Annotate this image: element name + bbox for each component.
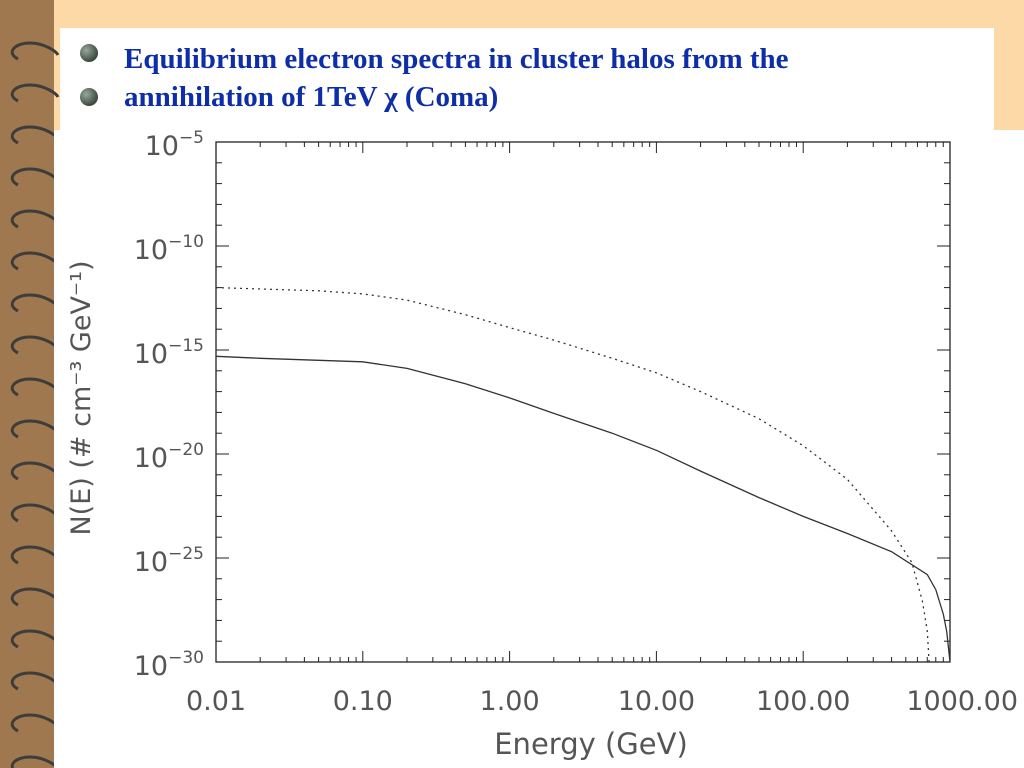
y-axis-label: N(E) (# cm⁻³ GeV⁻¹) [66,260,97,535]
binding-ring [10,125,60,145]
binding-ring [10,755,60,768]
x-axis-label: Energy (GeV) [494,727,688,761]
axes: 0.01 0.10 1.00 10.00 100.00 1000.00 10−5 10−10 1… [134,130,1018,717]
binding-ring [10,503,60,523]
binding-ring [10,167,60,187]
spiral-binding-rings [10,41,60,768]
series-line-dotted [215,286,930,663]
binding-ring [10,41,60,61]
y-tick-label: 10−5 [145,130,204,162]
series-layer [215,286,951,663]
x-tick-label: 100.00 [756,686,850,717]
binding-ring [10,713,60,733]
binding-ring [10,671,60,691]
slide-title-line-2: annihilation of 1TeV χ (Coma) [124,81,499,113]
binding-ring [10,587,60,607]
bullet-icon [80,88,98,106]
binding-ring [10,377,60,397]
binding-ring [10,293,60,313]
y-tick-label: 10−30 [134,648,204,682]
x-tick-label: 1000.00 [906,686,1018,717]
x-tick-label: 10.00 [618,686,695,717]
series-line-solid [215,355,951,663]
y-tick-label: 10−10 [134,232,204,266]
binding-ring [10,209,60,229]
title-panel [60,28,994,130]
binding-ring [10,461,60,481]
slide-title-line-1: Equilibrium electron spectra in cluster … [124,43,789,75]
binding-ring [10,251,60,271]
bullet-icon [80,44,98,62]
binding-ring [10,83,60,103]
y-tick-label: 10−25 [134,544,204,578]
x-tick-label: 0.01 [186,686,246,717]
plot-frame [215,141,951,663]
slide-title: Equilibrium electron spectra in cluster … [124,40,944,116]
x-tick-label: 1.00 [480,686,540,717]
binding-ring [10,629,60,649]
binding-ring [10,545,60,565]
y-tick-label: 10−20 [134,440,204,474]
chart: 0.01 0.10 1.00 10.00 100.00 1000.00 10−5 10−10 1… [54,130,1024,768]
y-tick-label: 10−15 [134,336,204,370]
x-tick-label: 0.10 [333,686,393,717]
binding-ring [10,335,60,355]
binding-ring [10,419,60,439]
